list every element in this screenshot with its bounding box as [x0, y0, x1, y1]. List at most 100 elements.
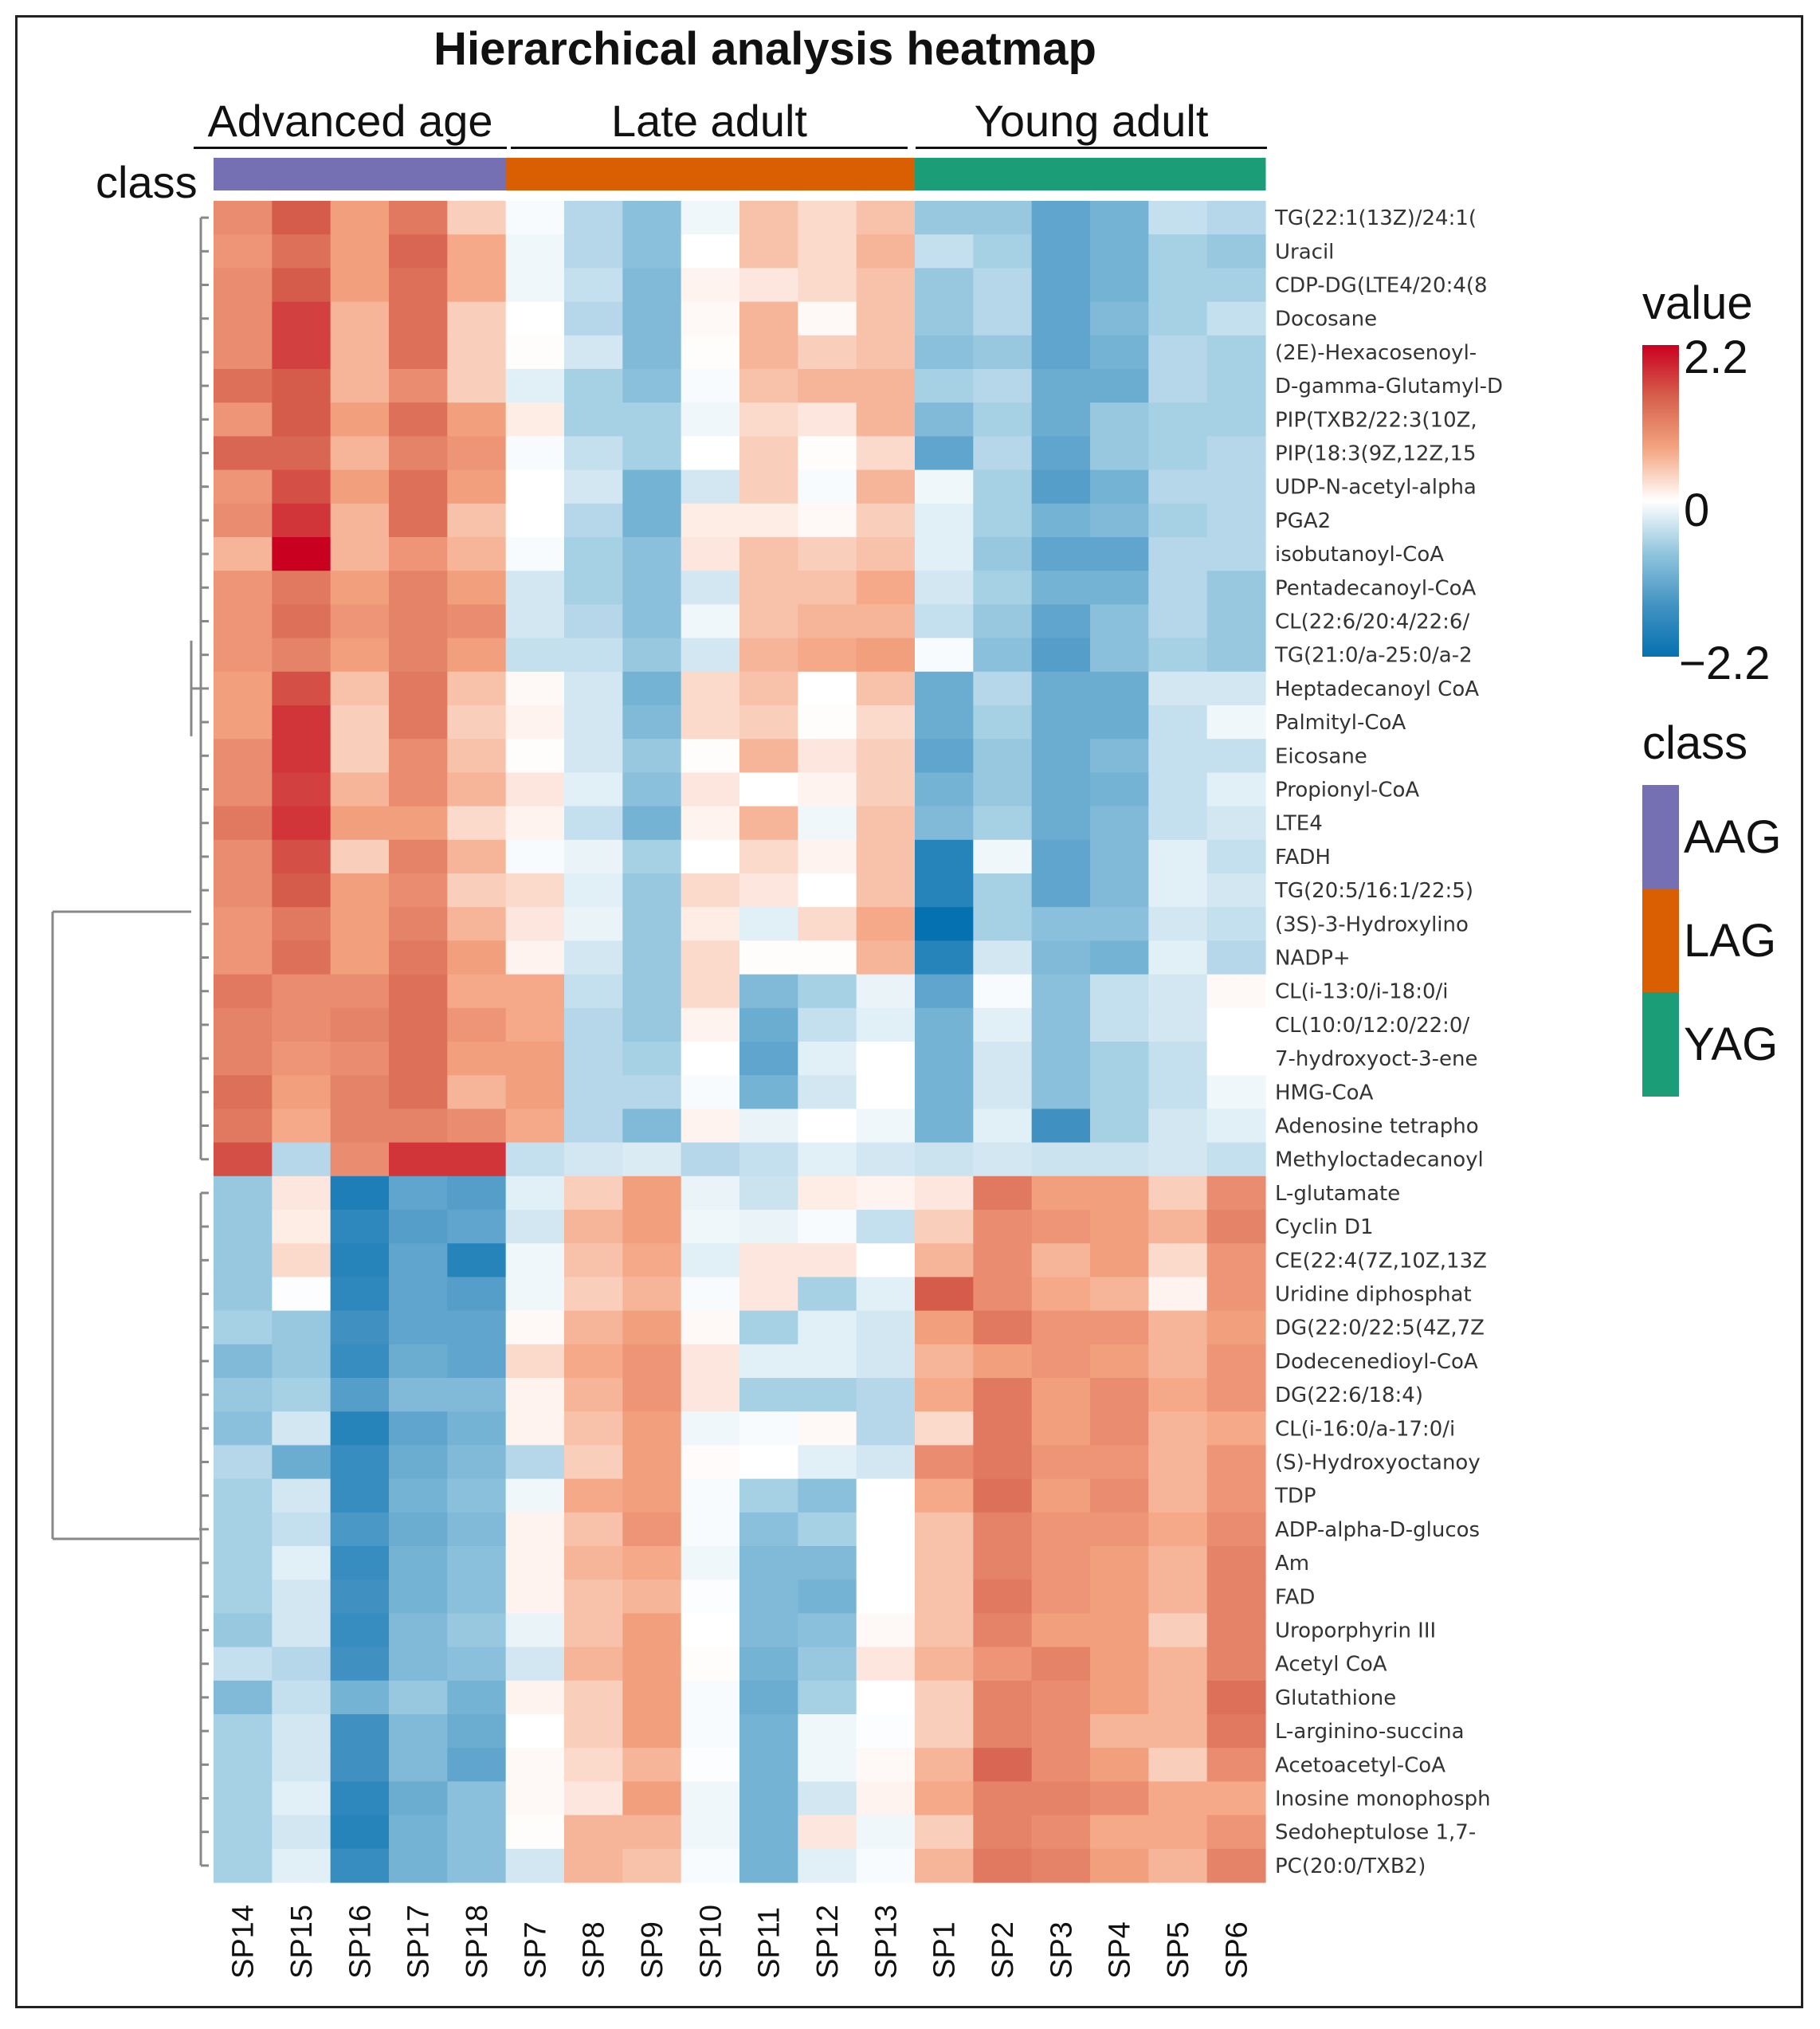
heatmap-cell — [447, 234, 507, 269]
heatmap-cell — [856, 772, 916, 807]
heatmap-cell — [681, 1243, 740, 1277]
heatmap-cell — [564, 638, 623, 673]
heatmap-cell — [1031, 201, 1091, 235]
heatmap-cell — [856, 537, 916, 571]
heatmap-cell — [330, 638, 390, 673]
heatmap-cell — [447, 301, 507, 336]
heatmap-cell — [389, 1310, 448, 1345]
heatmap-cell — [973, 503, 1033, 538]
heatmap-cell — [1148, 1075, 1208, 1109]
heatmap-cell — [739, 1646, 798, 1682]
heatmap-cell — [856, 1042, 916, 1076]
heatmap-cell — [330, 705, 390, 740]
heatmap-cell — [739, 1512, 798, 1547]
heatmap-cell — [214, 1344, 273, 1379]
heatmap-cell — [1148, 1142, 1208, 1177]
heatmap-cell — [973, 234, 1033, 269]
heatmap-cell — [915, 1815, 974, 1850]
heatmap-cell — [505, 1613, 565, 1648]
heatmap-cell — [1031, 1680, 1091, 1715]
heatmap-cell — [739, 1580, 798, 1614]
heatmap-cell — [739, 537, 798, 571]
heatmap-cell — [1031, 604, 1091, 639]
heatmap-cell — [505, 1277, 565, 1312]
heatmap-cell — [505, 873, 565, 908]
heatmap-cell — [798, 402, 857, 437]
heatmap-cell — [973, 1848, 1033, 1883]
row-label: Docosane — [1275, 308, 1377, 332]
heatmap-cell — [681, 739, 740, 773]
heatmap-cell — [1148, 571, 1208, 605]
column-label: SP15 — [285, 1905, 319, 1979]
heatmap-cell — [973, 1781, 1033, 1816]
heatmap-cell — [798, 234, 857, 269]
heatmap-cell — [272, 1378, 331, 1412]
heatmap-cell — [1031, 705, 1091, 740]
heatmap-cell — [681, 503, 740, 538]
column-label: SP14 — [227, 1905, 261, 1979]
heatmap-cell — [1148, 1310, 1208, 1345]
heatmap-cell — [856, 1277, 916, 1312]
heatmap-cell — [622, 369, 682, 403]
heatmap-cell — [272, 1613, 331, 1648]
heatmap-cell — [739, 571, 798, 605]
heatmap-cell — [1090, 1075, 1149, 1109]
heatmap-cell — [973, 268, 1033, 303]
heatmap-cell — [505, 1109, 565, 1144]
heatmap-cell — [447, 1175, 507, 1211]
heatmap-cell — [1031, 873, 1091, 908]
class-legend-label: LAG — [1684, 915, 1776, 967]
heatmap-cell — [798, 369, 857, 403]
heatmap-cell — [272, 234, 331, 269]
row-label: TG(22:1(13Z)/24:1( — [1274, 206, 1477, 230]
heatmap-cell — [389, 940, 448, 975]
heatmap-cell — [622, 268, 682, 303]
heatmap-cell — [681, 604, 740, 639]
heatmap-cell — [389, 1277, 448, 1312]
heatmap-cell — [1090, 1546, 1149, 1580]
heatmap-cell — [1148, 268, 1208, 303]
heatmap-cell — [505, 1243, 565, 1277]
heatmap-cell — [564, 739, 623, 773]
heatmap-cell — [389, 268, 448, 303]
heatmap-cell — [1148, 369, 1208, 403]
heatmap-cell — [622, 1378, 682, 1412]
heatmap-cell — [798, 1243, 857, 1277]
heatmap-cell — [214, 1748, 273, 1782]
heatmap-cell — [330, 335, 390, 370]
heatmap-cell — [447, 772, 507, 807]
heatmap-cell — [798, 201, 857, 235]
heatmap-cell — [564, 1175, 623, 1211]
heatmap-cell — [739, 638, 798, 673]
heatmap-cell — [1090, 604, 1149, 639]
heatmap-cell — [915, 1445, 974, 1480]
heatmap-cell — [798, 1714, 857, 1748]
heatmap-cell — [681, 1310, 740, 1345]
row-label: Pentadecanoyl-CoA — [1275, 576, 1477, 600]
heatmap-cell — [564, 1109, 623, 1144]
heatmap-cell — [1148, 1512, 1208, 1547]
heatmap-cell — [505, 1344, 565, 1379]
heatmap-cell — [330, 940, 390, 975]
heatmap-cell — [505, 537, 565, 571]
heatmap-cell — [389, 571, 448, 605]
heatmap-cell — [330, 1411, 390, 1446]
heatmap-cell — [856, 638, 916, 673]
heatmap-cell — [798, 1748, 857, 1782]
heatmap-cell — [214, 940, 273, 975]
heatmap-cell — [622, 907, 682, 941]
heatmap-cell — [272, 1680, 331, 1715]
heatmap-cell — [1206, 1243, 1266, 1277]
row-label: Cyclin D1 — [1275, 1215, 1374, 1239]
row-label: Methyloctadecanoyl — [1275, 1148, 1484, 1172]
heatmap-cell — [1031, 974, 1091, 1009]
heatmap-cell — [330, 369, 390, 403]
heatmap-cell — [1148, 1344, 1208, 1379]
heatmap-cell — [681, 638, 740, 673]
heatmap-cell — [564, 604, 623, 639]
heatmap-cell — [1090, 1411, 1149, 1446]
heatmap-cell — [1148, 1277, 1208, 1312]
heatmap-cell — [739, 1781, 798, 1816]
heatmap-cell — [389, 201, 448, 235]
heatmap-cell — [915, 1613, 974, 1648]
